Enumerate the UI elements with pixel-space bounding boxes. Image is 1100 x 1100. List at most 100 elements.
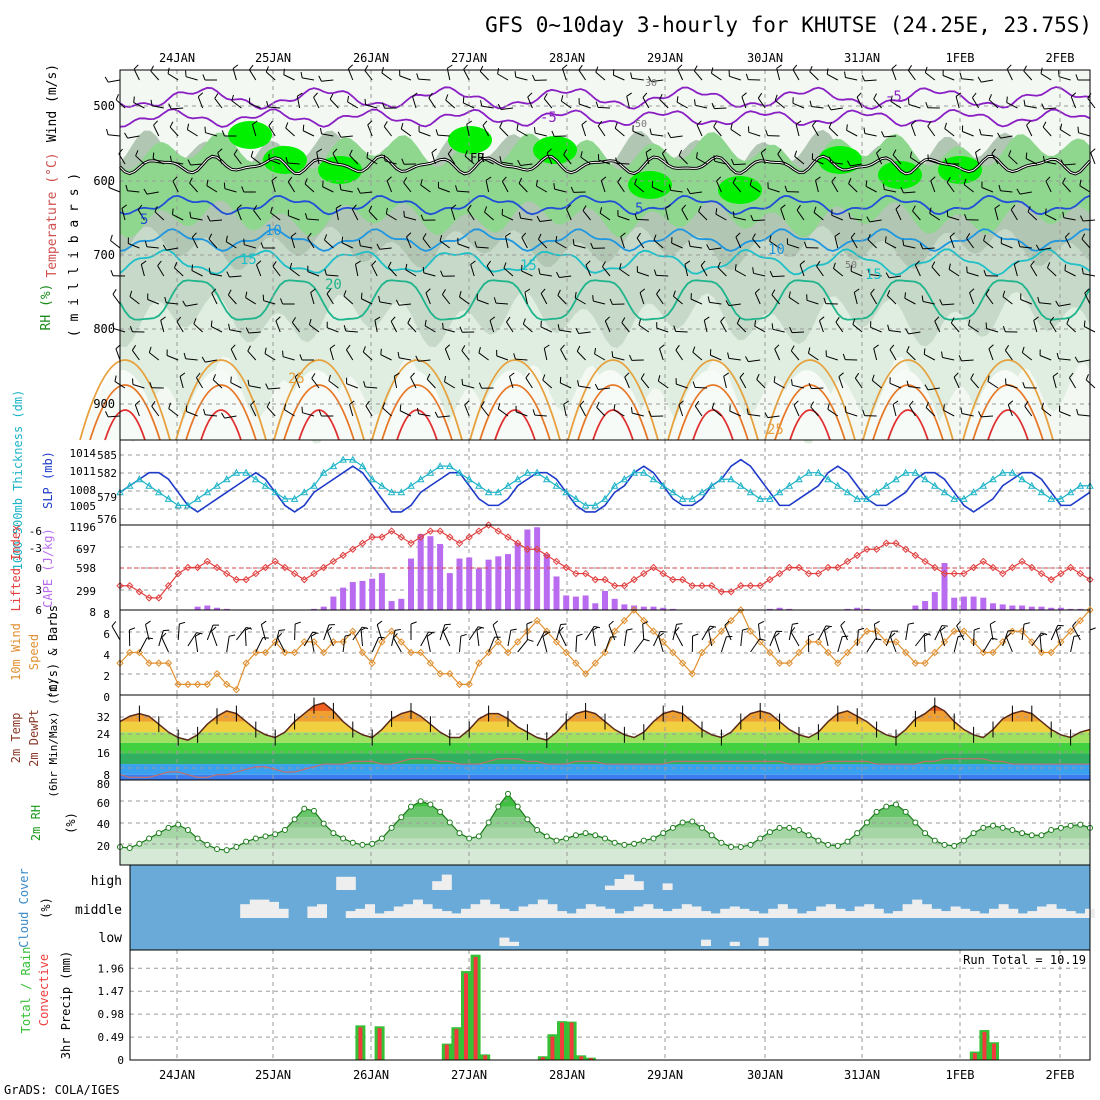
- cloud-high-bar: [662, 883, 673, 890]
- rh-line-marker: [359, 841, 366, 848]
- wind-barb-flag: [563, 400, 570, 405]
- wind-barb: [837, 636, 843, 653]
- wind-barb: [186, 411, 198, 417]
- wind-barb-flag: [910, 120, 917, 126]
- thickness-tick: 585: [97, 449, 117, 462]
- wind-barb: [1063, 163, 1076, 166]
- wind-barb: [191, 270, 203, 277]
- wind-barb: [236, 208, 242, 221]
- wind-barb-flag: [499, 156, 502, 163]
- wind-barb-flag: [987, 375, 990, 382]
- wind-barb-flag: [678, 149, 683, 156]
- wind-barb: [399, 410, 412, 417]
- wind-barb: [985, 293, 994, 305]
- cape-bar: [1009, 605, 1016, 610]
- lifted-index-line-marker: [193, 563, 202, 572]
- wind-barb: [944, 128, 955, 137]
- cape-bar: [970, 596, 977, 610]
- cape-bar: [330, 596, 337, 610]
- wind-barb-flag: [975, 148, 981, 153]
- thickness-tick: 576: [97, 513, 117, 526]
- rh-line-marker: [340, 835, 347, 842]
- wind-barb-flag: [827, 104, 832, 111]
- wind-barb-flag: [193, 318, 197, 325]
- wind-barb-flag: [265, 66, 269, 73]
- wind-speed-line-marker: [950, 627, 958, 635]
- contour-label-m5: -5: [885, 89, 902, 105]
- wind-barb: [329, 348, 334, 361]
- contour-35: [104, 409, 146, 441]
- precip-conv-bar: [550, 1036, 555, 1060]
- wind-barb: [418, 413, 431, 417]
- thickness-line-marker: [960, 494, 968, 502]
- wind-barb-flag: [228, 323, 231, 330]
- wind-barb: [516, 129, 528, 137]
- wind-barb: [895, 208, 902, 221]
- wind-barb-flag: [385, 207, 388, 214]
- thickness-line-marker: [863, 494, 871, 502]
- wind-barb: [296, 96, 301, 109]
- wind-speed-line-marker: [446, 670, 454, 678]
- wind-barb-flag: [187, 159, 192, 166]
- thickness-line-marker: [164, 494, 173, 502]
- wind-barb-flag: [771, 323, 774, 330]
- wind-barb: [322, 186, 334, 193]
- wind-barb-flag: [410, 621, 417, 625]
- cloud-mid-bar: [883, 913, 894, 918]
- lifted-index-line-marker: [911, 551, 920, 560]
- wind-barb-flag: [931, 261, 936, 268]
- rh-line-marker: [990, 822, 996, 829]
- rh-line-marker: [941, 841, 948, 848]
- rh-line-marker: [689, 818, 696, 825]
- wind-barb-flag: [535, 179, 538, 187]
- wind-barb-flag: [397, 351, 400, 359]
- wind-barb: [1040, 73, 1052, 81]
- wind-barb-flag: [656, 288, 661, 295]
- wind-barb-flag: [600, 176, 607, 181]
- wind-barb-flag: [692, 633, 699, 637]
- wind-barb: [172, 180, 179, 193]
- wind-barb: [580, 156, 591, 165]
- wind-barb: [459, 636, 462, 653]
- rh-line-marker: [505, 790, 511, 797]
- wind-barb-flag: [191, 264, 194, 271]
- wind-barb-flag: [210, 320, 213, 327]
- wind-barb: [780, 208, 786, 221]
- wind-barb-flag: [250, 400, 256, 406]
- lifted-tick: -6: [29, 525, 42, 538]
- wind-barb-flag: [526, 621, 533, 625]
- rh-line-marker: [408, 803, 414, 810]
- wind-barb: [153, 124, 160, 137]
- wind-barb-flag: [294, 621, 302, 625]
- lifted-index-line-marker: [717, 588, 726, 596]
- wind-barb: [927, 125, 936, 137]
- wind-barb: [347, 68, 354, 81]
- cape-bar: [214, 607, 220, 610]
- wind-barb: [400, 128, 412, 137]
- wind-barb-flag: [516, 123, 519, 131]
- wind-barb: [585, 626, 595, 641]
- wind-speed-line-marker: [290, 648, 299, 657]
- wind-barb-flag: [865, 180, 868, 187]
- wind-barb: [1044, 161, 1057, 165]
- wind-barb-flag: [1006, 64, 1012, 70]
- cape-bar: [650, 606, 657, 610]
- wind-barb: [772, 275, 785, 278]
- wind-barb: [867, 239, 877, 249]
- wind-barb-flag: [649, 128, 652, 135]
- wind-barb: [438, 187, 450, 193]
- wind-barb: [534, 414, 547, 417]
- lifted-index-line-marker: [1076, 569, 1085, 578]
- wind-barb-flag: [626, 628, 633, 631]
- wind-barb: [326, 630, 334, 647]
- wind-barb: [769, 240, 780, 249]
- wind-speed-line-marker: [358, 648, 367, 657]
- rh-line-marker: [155, 830, 162, 837]
- wind-barb-flag: [387, 261, 392, 268]
- wind-barb: [1063, 217, 1076, 221]
- thickness-line-marker: [785, 481, 794, 489]
- wind-barb: [307, 271, 320, 277]
- wind-barb-flag: [164, 296, 167, 303]
- precip-conv-bar: [358, 1027, 363, 1060]
- wind-barb: [892, 154, 902, 165]
